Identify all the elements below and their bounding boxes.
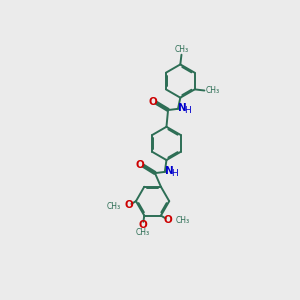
Text: CH₃: CH₃ [174, 45, 188, 54]
Text: O: O [139, 220, 148, 230]
Text: CH₃: CH₃ [136, 228, 150, 237]
Text: O: O [136, 160, 145, 170]
Text: N: N [165, 167, 174, 176]
Text: CH₃: CH₃ [205, 86, 220, 95]
Text: O: O [149, 97, 158, 107]
Text: CH₃: CH₃ [176, 216, 190, 225]
Text: CH₃: CH₃ [107, 202, 121, 211]
Text: N: N [178, 103, 187, 113]
Text: O: O [164, 215, 173, 225]
Text: H: H [171, 169, 178, 178]
Text: H: H [184, 106, 191, 115]
Text: O: O [124, 200, 133, 210]
